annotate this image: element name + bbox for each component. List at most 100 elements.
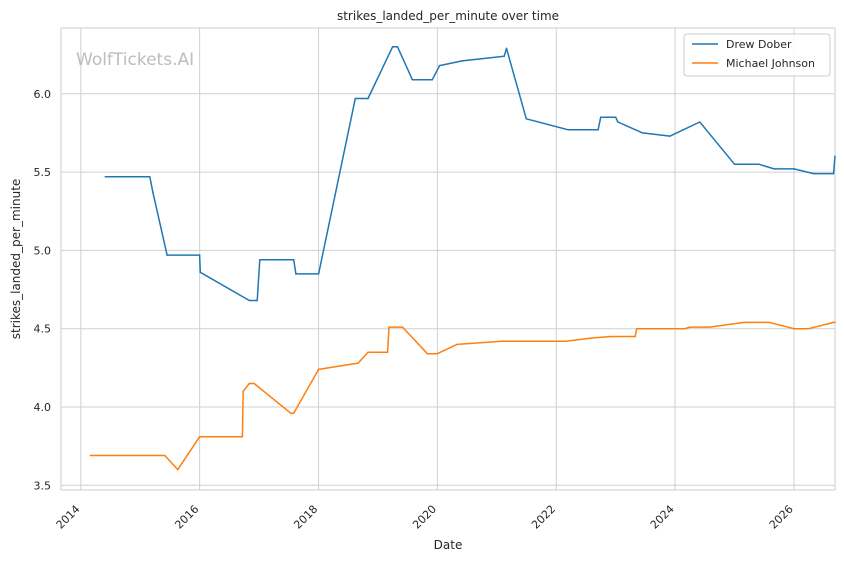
grid: [61, 28, 835, 490]
data-point-drew-dober: [431, 78, 434, 81]
data-point-michael-johnson: [164, 454, 166, 457]
data-point-drew-dober: [104, 176, 107, 178]
x-tick-label: 2022: [529, 503, 558, 532]
data-point-michael-johnson: [609, 335, 612, 338]
data-point-drew-dober: [295, 273, 297, 275]
data-point-michael-johnson: [292, 412, 295, 415]
data-point-drew-dober: [438, 64, 441, 67]
data-point-michael-johnson: [590, 337, 592, 339]
data-point-michael-johnson: [565, 340, 567, 342]
x-tick-label: 2014: [54, 503, 83, 532]
data-point-michael-johnson: [401, 326, 404, 328]
data-point-drew-dober: [411, 78, 414, 81]
data-point-drew-dober: [259, 259, 261, 261]
data-point-michael-johnson: [248, 382, 251, 385]
data-point-michael-johnson: [456, 343, 458, 346]
y-tick-label: 3.5: [34, 479, 52, 492]
data-point-drew-dober: [248, 299, 251, 302]
data-point-michael-johnson: [89, 454, 92, 457]
data-point-drew-dober: [758, 163, 760, 166]
data-point-drew-dober: [669, 135, 671, 137]
data-point-michael-johnson: [388, 326, 390, 328]
data-point-michael-johnson: [241, 436, 244, 438]
axis-ticks: 2014 2016 2018 2020 2022 2024 2026 3.5 4.0 4.5 5.0…: [34, 88, 796, 532]
data-point-drew-dober: [152, 191, 154, 194]
x-tick-label: 2018: [291, 503, 320, 532]
data-point-michael-johnson: [834, 321, 836, 324]
data-point-michael-johnson: [708, 326, 711, 328]
chart-title: strikes_landed_per_minute over time: [337, 9, 559, 23]
data-point-michael-johnson: [253, 382, 255, 385]
data-point-michael-johnson: [317, 368, 320, 371]
y-tick-label: 5.0: [34, 244, 52, 257]
data-point-michael-johnson: [357, 362, 359, 364]
data-point-drew-dober: [256, 299, 258, 302]
x-tick-label: 2016: [172, 503, 201, 532]
data-point-michael-johnson: [242, 390, 244, 393]
data-point-michael-johnson: [501, 340, 503, 342]
y-tick-label: 4.0: [34, 401, 52, 414]
data-point-michael-johnson: [634, 335, 636, 338]
data-point-michael-johnson: [426, 352, 429, 355]
plot-frame: [60, 27, 836, 491]
watermark: WolfTickets.AI: [76, 50, 194, 70]
legend: Drew Dober Michael Johnson: [683, 33, 831, 77]
data-point-michael-johnson: [386, 351, 389, 353]
data-point-michael-johnson: [198, 436, 201, 438]
data-point-drew-dober: [396, 46, 399, 48]
data-point-michael-johnson: [635, 327, 638, 330]
data-point-michael-johnson: [743, 321, 745, 324]
data-point-michael-johnson: [793, 327, 795, 330]
data-point-drew-dober: [198, 254, 201, 256]
data-point-drew-dober: [567, 129, 569, 131]
data-point-michael-johnson: [807, 327, 810, 330]
series-line-drew-dober: [104, 46, 836, 302]
data-point-drew-dober: [699, 121, 701, 123]
data-point-drew-dober: [773, 168, 775, 170]
data-point-drew-dober: [503, 55, 505, 57]
data-point-drew-dober: [641, 132, 644, 134]
data-point-drew-dober: [199, 271, 202, 274]
x-tick-label: 2026: [767, 503, 796, 532]
data-point-drew-dober: [834, 155, 836, 158]
data-point-drew-dober: [812, 172, 815, 175]
data-point-drew-dober: [354, 97, 357, 100]
data-point-michael-johnson: [689, 326, 691, 328]
data-point-drew-dober: [793, 168, 795, 170]
data-point-michael-johnson: [684, 327, 686, 330]
data-point-michael-johnson: [436, 352, 439, 355]
data-point-drew-dober: [461, 60, 463, 62]
series-lines: [89, 46, 836, 471]
data-point-michael-johnson: [177, 468, 179, 471]
data-point-drew-dober: [149, 176, 151, 178]
series-line-michael-johnson: [89, 321, 836, 471]
data-point-drew-dober: [367, 97, 369, 100]
y-tick-label: 5.5: [34, 166, 52, 179]
data-point-drew-dober: [599, 116, 602, 119]
data-point-drew-dober: [391, 46, 394, 48]
x-tick-label: 2024: [648, 503, 677, 532]
legend-label-drew-dober: Drew Dober: [726, 38, 792, 51]
data-point-michael-johnson: [768, 321, 770, 324]
data-point-drew-dober: [505, 47, 508, 50]
data-point-drew-dober: [832, 172, 835, 175]
x-tick-label: 2020: [410, 503, 439, 532]
x-axis-title: Date: [434, 538, 463, 552]
data-point-drew-dober: [733, 163, 736, 166]
data-point-drew-dober: [317, 273, 320, 275]
legend-label-michael-johnson: Michael Johnson: [726, 57, 815, 70]
y-axis-title: strikes_landed_per_minute: [9, 179, 23, 340]
data-point-drew-dober: [597, 129, 599, 131]
data-point-drew-dober: [292, 259, 295, 261]
data-point-drew-dober: [525, 118, 528, 120]
data-point-michael-johnson: [290, 412, 292, 415]
data-point-drew-dober: [617, 121, 619, 123]
y-tick-label: 6.0: [34, 88, 52, 101]
data-point-michael-johnson: [367, 351, 369, 353]
data-point-drew-dober: [614, 116, 617, 119]
legend-box: [683, 33, 831, 77]
y-tick-label: 4.5: [34, 323, 52, 336]
data-point-michael-johnson: [832, 321, 835, 324]
data-point-drew-dober: [166, 254, 168, 256]
